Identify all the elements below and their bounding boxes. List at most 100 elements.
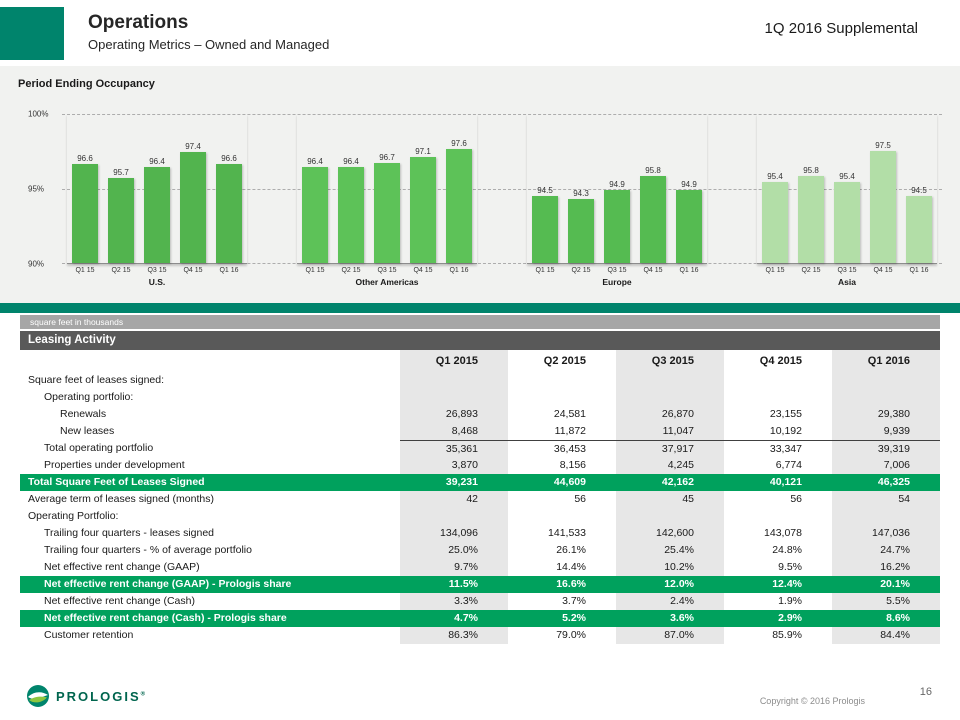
table-cell: 35,361 bbox=[400, 440, 508, 457]
row-label: Operating portfolio: bbox=[20, 389, 400, 406]
table-row: Properties under development 3,870 8,156 4,… bbox=[20, 457, 940, 474]
category-labels-row: Q1 15 Q2 15 Q3 15 Q4 15 Q1 16 bbox=[67, 264, 247, 274]
bar-slot: 96.6 bbox=[211, 154, 247, 263]
bar-value-label: 95.4 bbox=[767, 172, 783, 181]
occupancy-bar bbox=[604, 189, 630, 263]
bars-row: 96.4 96.4 96.7 97.1 97.6 bbox=[297, 114, 477, 264]
category-label: Q4 15 bbox=[183, 267, 203, 274]
page-subtitle: Operating Metrics – Owned and Managed bbox=[88, 37, 330, 52]
column-header: Q2 2015 bbox=[508, 350, 616, 372]
table-cell: 12.0% bbox=[616, 576, 724, 593]
bars-row: 96.6 95.7 96.4 97.4 96.6 bbox=[67, 114, 247, 264]
column-header: Q3 2015 bbox=[616, 350, 724, 372]
table-cell: 5.5% bbox=[832, 593, 940, 610]
occupancy-bar bbox=[108, 177, 134, 263]
table-cell: 14.4% bbox=[508, 559, 616, 576]
occupancy-bar bbox=[870, 150, 896, 263]
table-cell: 143,078 bbox=[724, 525, 832, 542]
y-axis-tick: 100% bbox=[28, 109, 49, 119]
row-label: Net effective rent change (GAAP) bbox=[20, 559, 400, 576]
occupancy-bar bbox=[338, 167, 364, 263]
table-cell: 39,319 bbox=[832, 440, 940, 457]
bar-value-label: 96.4 bbox=[307, 157, 323, 166]
report-label: 1Q 2016 Supplemental bbox=[764, 20, 918, 37]
row-label: Average term of leases signed (months) bbox=[20, 491, 400, 508]
bar-value-label: 94.5 bbox=[911, 185, 927, 195]
table-cell: 2.4% bbox=[616, 593, 724, 610]
table-cell bbox=[616, 389, 724, 406]
row-label: Net effective rent change (GAAP) - Prolo… bbox=[20, 576, 400, 593]
units-note: square feet in thousands bbox=[20, 315, 940, 329]
table-cell: 10.2% bbox=[616, 559, 724, 576]
table-cell bbox=[508, 389, 616, 406]
occupancy-bar bbox=[216, 164, 242, 263]
category-label: Q1 15 bbox=[305, 267, 325, 274]
table-cell: 5.2% bbox=[508, 610, 616, 627]
table-row: Total operating portfolio 35,361 36,453 37,… bbox=[20, 440, 940, 457]
table-cell: 24.8% bbox=[724, 542, 832, 559]
table-cell: 4.7% bbox=[400, 610, 508, 627]
table-cell: 40,121 bbox=[724, 474, 832, 491]
table-cell: 9.7% bbox=[400, 559, 508, 576]
bar-value-label: 96.6 bbox=[221, 154, 237, 163]
category-label: Q3 15 bbox=[147, 267, 167, 274]
registered-mark: ® bbox=[140, 691, 148, 698]
table-cell: 3.6% bbox=[616, 610, 724, 627]
table-cell: 7,006 bbox=[832, 457, 940, 474]
bar-slot: 97.4 bbox=[175, 142, 211, 263]
occupancy-bar bbox=[906, 195, 932, 263]
category-label: Q3 15 bbox=[607, 267, 627, 274]
bar-value-label: 97.6 bbox=[451, 139, 467, 148]
table-cell bbox=[832, 372, 940, 389]
bar-slot: 97.5 bbox=[865, 141, 901, 263]
table-cell: 26.1% bbox=[508, 542, 616, 559]
table-row: Trailing four quarters - leases signed 13… bbox=[20, 525, 940, 542]
bar-slot: 94.5 bbox=[527, 185, 563, 263]
leasing-activity-table: Q1 2015 Q2 2015 Q3 2015 Q4 2015 Q1 2016 Squar… bbox=[20, 350, 940, 644]
bar-value-label: 95.4 bbox=[839, 172, 855, 181]
category-label: Q3 15 bbox=[377, 267, 397, 274]
table-cell: 42 bbox=[400, 491, 508, 508]
table-cell: 3,870 bbox=[400, 457, 508, 474]
table-cell bbox=[832, 508, 940, 525]
column-header: Q4 2015 bbox=[724, 350, 832, 372]
table-cell: 4,245 bbox=[616, 457, 724, 474]
table-cell: 29,380 bbox=[832, 406, 940, 423]
table-cell: 3.3% bbox=[400, 593, 508, 610]
table-cell: 134,096 bbox=[400, 525, 508, 542]
bar-value-label: 95.8 bbox=[645, 166, 661, 175]
table-row: Net effective rent change (Cash) - Prolo… bbox=[20, 610, 940, 627]
row-label: Operating Portfolio: bbox=[20, 508, 400, 525]
bar-slot: 95.8 bbox=[793, 166, 829, 263]
category-label: Q1 16 bbox=[219, 267, 239, 274]
category-label: Q1 15 bbox=[75, 267, 95, 274]
table-row: Net effective rent change (Cash) 3.3% 3.7%… bbox=[20, 593, 940, 610]
bar-value-label: 94.5 bbox=[537, 185, 553, 195]
table-cell bbox=[400, 389, 508, 406]
table-cell: 9,939 bbox=[832, 423, 940, 440]
bar-slot: 95.8 bbox=[635, 166, 671, 263]
logo-text: PROLOGIS® bbox=[56, 688, 148, 704]
bars-row: 95.4 95.8 95.4 97.5 94.5 bbox=[757, 114, 937, 264]
table-cell: 147,036 bbox=[832, 525, 940, 542]
table-header-row: Q1 2015 Q2 2015 Q3 2015 Q4 2015 Q1 2016 bbox=[20, 350, 940, 372]
region-label: U.S. bbox=[148, 277, 166, 287]
table-row: Square feet of leases signed: bbox=[20, 372, 940, 389]
table-title: Leasing Activity bbox=[20, 331, 940, 350]
row-label: Renewals bbox=[20, 406, 400, 423]
table-cell: 20.1% bbox=[832, 576, 940, 593]
table-cell: 84.4% bbox=[832, 627, 940, 644]
table-cell bbox=[616, 372, 724, 389]
table-row: Operating portfolio: bbox=[20, 389, 940, 406]
bar-value-label: 96.4 bbox=[343, 157, 359, 166]
gridline bbox=[62, 114, 942, 115]
bar-slot: 96.7 bbox=[369, 153, 405, 263]
row-label: New leases bbox=[20, 423, 400, 440]
occupancy-bar bbox=[568, 198, 594, 263]
category-labels-row: Q1 15 Q2 15 Q3 15 Q4 15 Q1 16 bbox=[297, 264, 477, 274]
category-labels-row: Q1 15 Q2 15 Q3 15 Q4 15 Q1 16 bbox=[757, 264, 937, 274]
bar-slot: 94.9 bbox=[671, 180, 707, 263]
table-cell bbox=[724, 389, 832, 406]
occupancy-bar bbox=[676, 189, 702, 263]
